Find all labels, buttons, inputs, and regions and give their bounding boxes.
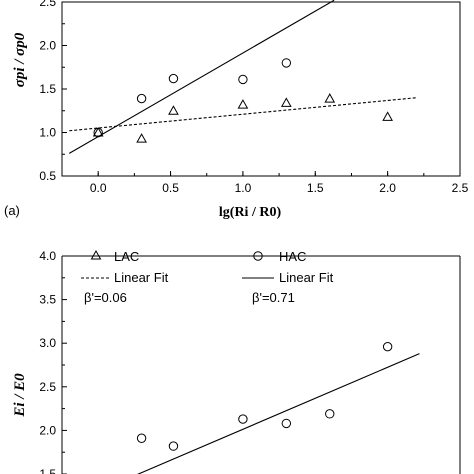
panel-b-hac-fit-line: [137, 353, 420, 474]
panel-b-y-tick-label: 3.5: [39, 293, 56, 307]
panel-b-y-axis-label: Ei / E0: [12, 373, 28, 418]
legend-hac-fit-label: Linear Fit: [279, 270, 334, 285]
panel-a-lac-point: [168, 105, 179, 115]
panel-a-x-tick-label: 0.0: [90, 181, 107, 195]
panel-b-hac-point: [325, 409, 335, 419]
panel-a-axes: [61, 1, 461, 177]
panel-b-hac-point: [382, 341, 393, 352]
panel-a-y-tick-label: 1.0: [39, 126, 56, 140]
panel-b-hac-point: [281, 418, 292, 429]
panel-a-x-tick-label: 1.0: [235, 181, 252, 195]
panel-b-y-tick-label: 2.5: [39, 380, 56, 394]
panel-a-y-tick-label: 1.5: [39, 82, 56, 96]
panel-a-lac-point: [324, 93, 336, 103]
legend: LAC Linear Fit β'=0.06 HAC Linear Fit β'…: [81, 249, 334, 305]
panel-a-fit-lines: [68, 0, 417, 154]
panel-a-x-tick-label: 2.5: [452, 181, 469, 195]
panel-a: 0.0 0.5 1.0 1.5 2.0 2.5 0.5 1.0 1.5 2.0 2.5 σpi / …: [4, 0, 469, 220]
panel-a-tag: (a): [4, 203, 20, 218]
panel-a-ticks: 0.0 0.5 1.0 1.5 2.0 2.5 0.5 1.0 1.5 2.0 2.5: [39, 0, 468, 195]
panel-a-hac-point: [238, 74, 248, 85]
panel-a-lac-point: [92, 126, 104, 137]
panel-b-y-tick-label: 2.0: [39, 423, 56, 437]
legend-lac-triangle-icon: [90, 249, 102, 260]
panel-a-hac-fit-line: [68, 0, 335, 154]
panel-b-axes: [61, 255, 461, 474]
panel-a-y-tick-label: 2.5: [39, 0, 56, 9]
panel-a-hac-point: [168, 73, 179, 84]
legend-hac-label: HAC: [279, 249, 306, 264]
panel-a-lac-point: [136, 133, 147, 143]
panel-a-hac-point: [281, 58, 292, 68]
panel-a-points: [92, 58, 393, 143]
legend-hac-circle-icon: [253, 251, 263, 261]
panel-a-hac-point: [136, 93, 147, 104]
legend-lac-beta: β'=0.06: [84, 290, 127, 305]
panel-b-y-tick-label: 1.5: [39, 467, 56, 474]
legend-lac-fit-label: Linear Fit: [114, 270, 169, 285]
panel-b-hac-point: [238, 414, 248, 424]
panel-a-plot-frame: [61, 1, 461, 177]
panel-b-y-tick-label: 4.0: [39, 249, 56, 263]
panel-a-x-axis-label: lg(Ri / R0): [219, 205, 282, 220]
panel-a-y-axis-label: σpi / σp0: [12, 32, 28, 87]
panel-a-y-tick-label: 2.0: [39, 39, 56, 53]
panel-a-lac-point: [280, 97, 292, 107]
panel-b-points: [136, 341, 393, 451]
panel-a-lac-fit-line: [69, 97, 417, 132]
panel-a-x-tick-label: 0.5: [162, 181, 179, 195]
panel-b-hac-point: [168, 441, 179, 451]
panel-b: 1.5 2.0 2.5 3.0 3.5 4.0 Ei / E0 LAC Linear Fi…: [12, 249, 461, 474]
panel-b-fit-lines: [137, 353, 420, 474]
panel-a-hac-point: [93, 127, 103, 138]
panel-a-x-tick-label: 2.0: [379, 181, 396, 195]
legend-lac-label: LAC: [114, 249, 139, 264]
legend-hac-beta: β'=0.71: [252, 290, 295, 305]
panel-a-lac-point: [382, 111, 393, 121]
panel-a-y-tick-label: 0.5: [39, 169, 56, 183]
panel-a-lac-point: [237, 99, 249, 109]
panel-b-y-tick-label: 3.0: [39, 336, 56, 350]
panel-b-hac-point: [136, 433, 147, 443]
panel-b-ticks: 1.5 2.0 2.5 3.0 3.5 4.0: [39, 249, 67, 474]
panel-a-x-tick-label: 1.5: [307, 181, 324, 195]
